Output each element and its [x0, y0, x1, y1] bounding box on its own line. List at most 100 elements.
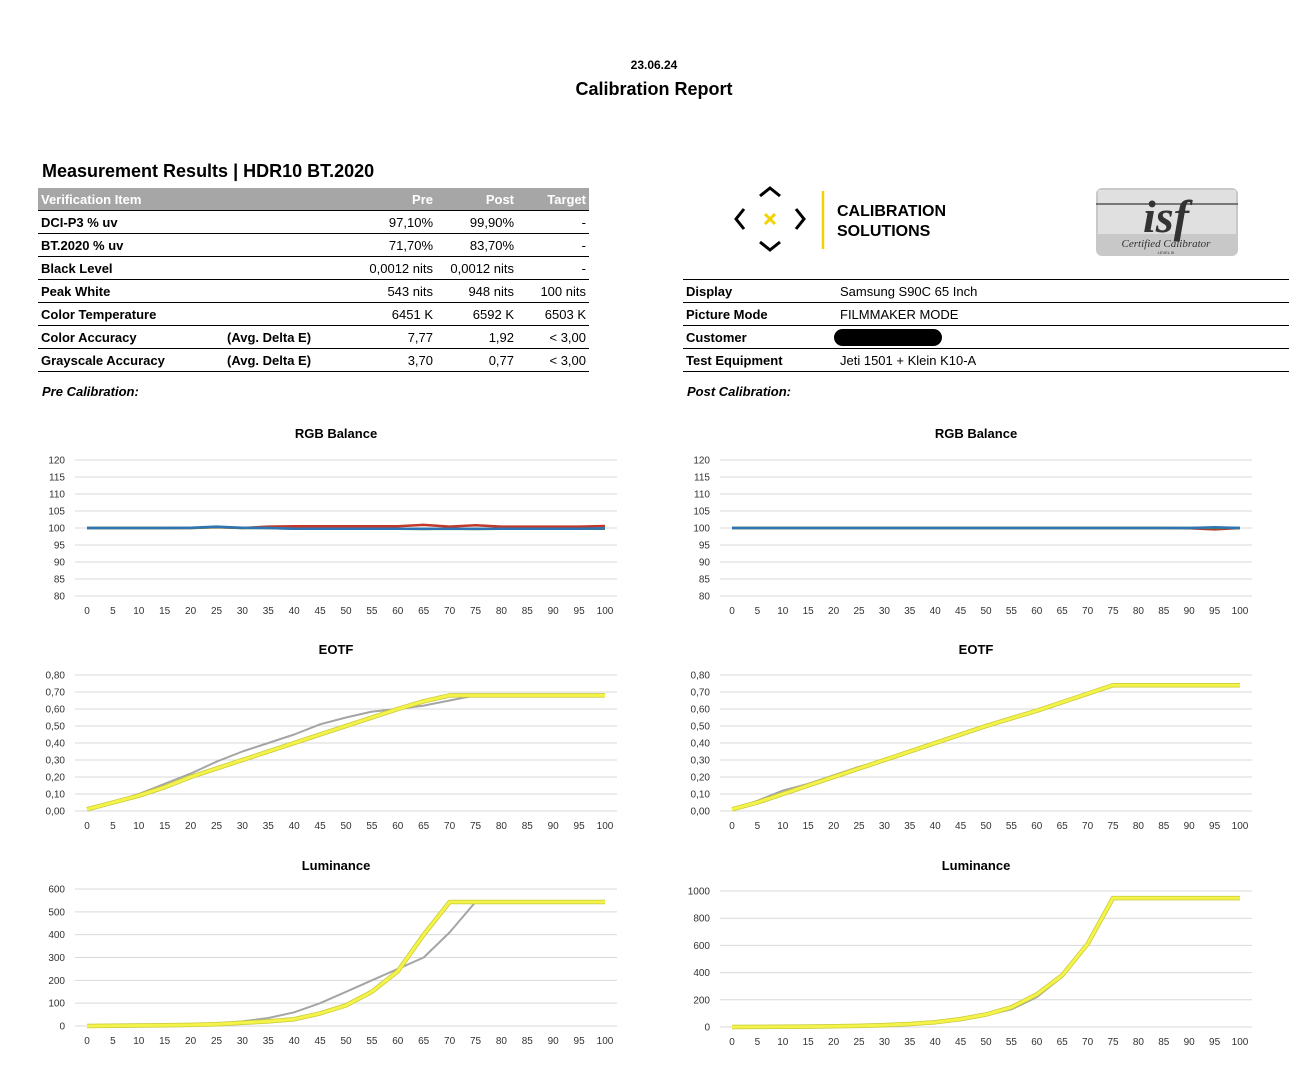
info-value: Jeti 1501 + Klein K10-A — [837, 348, 1289, 372]
x-tick-label: 90 — [548, 821, 560, 832]
x-tick-label: 70 — [444, 1036, 456, 1047]
y-tick-label: 1000 — [688, 887, 711, 898]
info-label: Test Equipment — [683, 348, 837, 372]
y-tick-label: 0,30 — [691, 756, 711, 767]
y-tick-label: 0,00 — [691, 807, 711, 818]
x-tick-label: 15 — [159, 1036, 171, 1047]
report-date: 23.06.24 — [630, 58, 678, 72]
x-tick-label: 5 — [110, 821, 116, 832]
x-tick-label: 40 — [289, 1036, 301, 1047]
x-tick-label: 55 — [1006, 821, 1018, 832]
info-label: Customer — [683, 325, 837, 349]
result-post: 1,92 — [436, 325, 517, 349]
result-item: Color Accuracy — [38, 325, 224, 349]
pre-calibration-label: Pre Calibration: — [42, 384, 139, 399]
x-tick-label: 85 — [1158, 1037, 1170, 1048]
x-tick-label: 85 — [522, 1036, 534, 1047]
x-tick-label: 40 — [289, 606, 301, 617]
redacted-block — [834, 328, 942, 346]
x-tick-label: 90 — [1184, 821, 1196, 832]
info-value — [834, 325, 1289, 349]
x-tick-label: 100 — [597, 1036, 614, 1047]
isf-certified-badge: isf Certified Calibrator LEVEL III — [1096, 188, 1238, 256]
series-line-shadow — [731, 895, 1240, 1030]
x-tick-label: 15 — [159, 606, 171, 617]
x-tick-label: 20 — [828, 1037, 840, 1048]
results-row: Peak White 543 nits 948 nits 100 nits — [38, 279, 589, 303]
info-value: Samsung S90C 65 Inch — [837, 279, 1289, 303]
series-line-target — [86, 900, 605, 1028]
results-header-row: Verification Item Pre Post Target — [38, 188, 589, 211]
y-tick-label: 0,50 — [691, 722, 711, 733]
chart-title: EOTF — [959, 642, 994, 657]
x-tick-label: 50 — [340, 1036, 352, 1047]
x-tick-label: 40 — [289, 821, 301, 832]
y-tick-label: 85 — [699, 575, 711, 586]
x-tick-label: 30 — [879, 606, 891, 617]
result-pre: 3,70 — [340, 348, 436, 372]
y-tick-label: 0,70 — [46, 688, 66, 699]
isf-caption: Certified Calibrator — [1122, 238, 1212, 250]
y-tick-label: 80 — [54, 592, 66, 603]
x-tick-label: 25 — [853, 606, 865, 617]
x-tick-label: 40 — [930, 606, 942, 617]
y-tick-label: 0,00 — [46, 807, 66, 818]
x-tick-label: 75 — [470, 821, 482, 832]
y-tick-label: 0,10 — [691, 790, 711, 801]
results-row: Color Temperature 6451 K 6592 K 6503 K — [38, 302, 589, 326]
logo-x-mark — [763, 212, 777, 226]
x-tick-label: 85 — [522, 821, 534, 832]
result-item: Color Temperature — [38, 302, 224, 326]
x-tick-label: 45 — [955, 606, 967, 617]
x-tick-label: 25 — [211, 606, 223, 617]
result-pre: 7,77 — [340, 325, 436, 349]
x-tick-label: 60 — [392, 821, 404, 832]
y-tick-label: 100 — [48, 524, 65, 535]
x-tick-label: 95 — [1209, 606, 1221, 617]
x-tick-label: 5 — [110, 606, 116, 617]
result-note — [224, 210, 340, 234]
x-tick-label: 65 — [418, 606, 430, 617]
y-tick-label: 200 — [48, 976, 65, 987]
col-header-target: Target — [517, 188, 589, 211]
info-label: Display — [683, 279, 837, 303]
info-row: Display Samsung S90C 65 Inch — [683, 279, 1289, 303]
x-tick-label: 40 — [930, 1037, 942, 1048]
x-tick-label: 100 — [597, 821, 614, 832]
x-tick-label: 100 — [1232, 606, 1249, 617]
x-tick-label: 10 — [777, 1037, 789, 1048]
y-tick-label: 110 — [49, 490, 65, 501]
y-tick-label: 100 — [48, 999, 65, 1010]
result-pre: 0,0012 nits — [340, 256, 436, 280]
y-tick-label: 0,40 — [691, 739, 711, 750]
series-line-target — [731, 683, 1240, 811]
result-post: 0,0012 nits — [436, 256, 517, 280]
x-tick-label: 55 — [366, 1036, 378, 1047]
x-tick-label: 55 — [1006, 1037, 1018, 1048]
x-tick-label: 85 — [1158, 821, 1170, 832]
y-tick-label: 0,70 — [691, 688, 711, 699]
x-tick-label: 45 — [315, 821, 327, 832]
result-target: < 3,00 — [517, 325, 589, 349]
results-row: Grayscale Accuracy (Avg. Delta E) 3,70 0,77… — [38, 348, 589, 372]
calibration-solutions-logo: CALIBRATION SOLUTIONS — [734, 186, 946, 252]
x-tick-label: 100 — [597, 606, 614, 617]
result-pre: 71,70% — [340, 233, 436, 257]
x-tick-label: 30 — [237, 1036, 249, 1047]
x-tick-label: 35 — [263, 1036, 275, 1047]
y-tick-label: 0,60 — [691, 705, 711, 716]
y-tick-label: 300 — [48, 953, 65, 964]
logo-chevron-right — [794, 208, 806, 230]
y-tick-label: 120 — [693, 456, 710, 467]
x-tick-label: 75 — [1107, 821, 1119, 832]
y-tick-label: 110 — [694, 490, 710, 501]
x-tick-label: 80 — [1133, 606, 1145, 617]
y-tick-label: 105 — [48, 507, 65, 518]
series-line-shadow — [86, 899, 605, 1029]
x-tick-label: 60 — [1031, 1037, 1043, 1048]
x-tick-label: 20 — [185, 1036, 197, 1047]
x-tick-label: 0 — [84, 1036, 90, 1047]
y-tick-label: 80 — [699, 592, 711, 603]
x-tick-label: 80 — [1133, 1037, 1145, 1048]
series-line-measured — [86, 694, 605, 811]
